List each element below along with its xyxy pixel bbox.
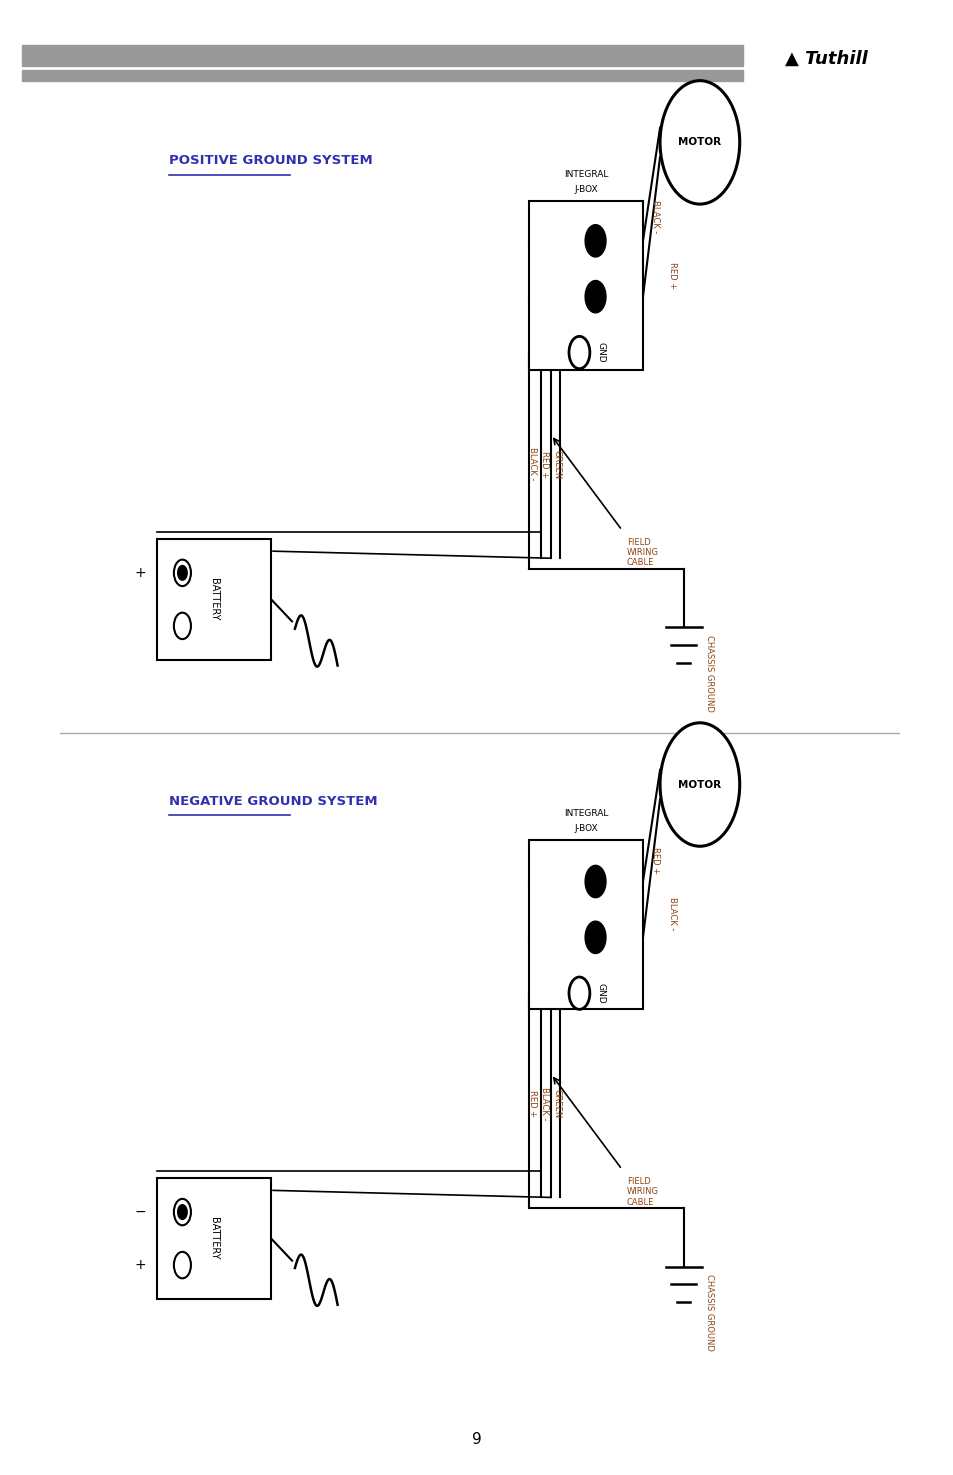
Text: ▲ Tuthill: ▲ Tuthill	[784, 50, 867, 68]
Text: J-BOX: J-BOX	[574, 184, 598, 193]
Text: MOTOR: MOTOR	[678, 779, 720, 789]
Circle shape	[173, 559, 191, 586]
Circle shape	[584, 280, 605, 313]
Text: GND: GND	[596, 982, 605, 1003]
Bar	[529, 201, 642, 370]
Text: POSITIVE GROUND SYSTEM: POSITIVE GROUND SYSTEM	[169, 155, 372, 167]
Text: GREEN: GREEN	[552, 450, 560, 479]
Text: GND: GND	[596, 342, 605, 363]
Circle shape	[584, 224, 605, 257]
Text: INTEGRAL: INTEGRAL	[563, 810, 608, 819]
Text: BATTERY: BATTERY	[209, 578, 219, 621]
Text: +: +	[134, 1258, 146, 1271]
Circle shape	[584, 922, 605, 953]
Circle shape	[659, 81, 739, 204]
Circle shape	[173, 1252, 191, 1279]
Bar	[157, 540, 271, 659]
Text: RED +: RED +	[527, 1090, 537, 1117]
Text: FIELD
WIRING
CABLE: FIELD WIRING CABLE	[626, 1177, 659, 1207]
Circle shape	[659, 723, 739, 847]
Circle shape	[568, 336, 589, 369]
Text: MOTOR: MOTOR	[678, 137, 720, 148]
Text: BLACK -: BLACK -	[650, 201, 659, 233]
Text: BLACK -: BLACK -	[667, 897, 676, 931]
Circle shape	[177, 1205, 187, 1220]
Text: RED +: RED +	[539, 451, 549, 478]
Text: J-BOX: J-BOX	[574, 825, 598, 833]
Bar	[22, 46, 741, 66]
Text: RED +: RED +	[667, 263, 676, 289]
Bar	[529, 841, 642, 1009]
Text: BATTERY: BATTERY	[209, 1217, 219, 1260]
Text: −: −	[134, 1205, 146, 1218]
Text: GREEN: GREEN	[552, 1089, 560, 1118]
Text: BLACK -: BLACK -	[527, 447, 537, 481]
Circle shape	[177, 565, 187, 580]
Text: CHASSIS GROUND: CHASSIS GROUND	[704, 1274, 713, 1351]
Text: RED +: RED +	[650, 847, 659, 875]
Bar	[157, 1179, 271, 1299]
Circle shape	[584, 866, 605, 898]
Text: 9: 9	[472, 1432, 481, 1447]
Circle shape	[173, 1199, 191, 1226]
Text: INTEGRAL: INTEGRAL	[563, 170, 608, 178]
Bar	[22, 71, 741, 81]
Text: BLACK -: BLACK -	[539, 1087, 549, 1120]
Text: FIELD
WIRING
CABLE: FIELD WIRING CABLE	[626, 538, 659, 568]
Text: NEGATIVE GROUND SYSTEM: NEGATIVE GROUND SYSTEM	[169, 795, 377, 808]
Text: CHASSIS GROUND: CHASSIS GROUND	[704, 634, 713, 711]
Text: +: +	[134, 566, 146, 580]
Circle shape	[173, 612, 191, 639]
Circle shape	[568, 976, 589, 1009]
